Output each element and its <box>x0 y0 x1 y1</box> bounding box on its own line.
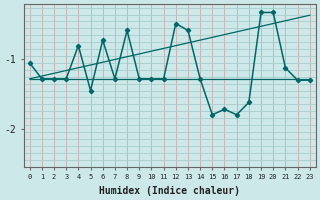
X-axis label: Humidex (Indice chaleur): Humidex (Indice chaleur) <box>99 186 240 196</box>
